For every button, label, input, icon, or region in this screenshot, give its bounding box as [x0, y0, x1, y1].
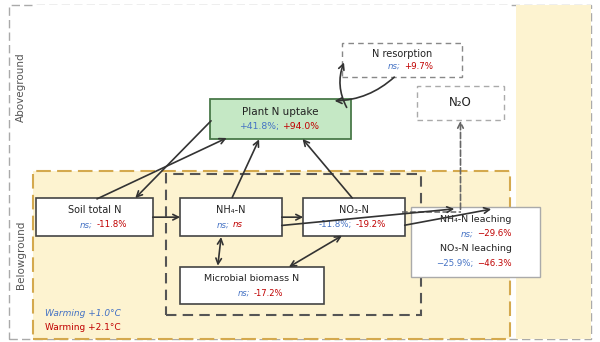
Text: Belowground: Belowground: [16, 221, 26, 289]
Text: −46.3%: −46.3%: [478, 259, 512, 268]
Text: +9.7%: +9.7%: [404, 62, 433, 71]
FancyBboxPatch shape: [342, 43, 462, 77]
FancyBboxPatch shape: [303, 198, 405, 236]
Text: ns;: ns;: [217, 220, 229, 229]
FancyBboxPatch shape: [210, 99, 351, 139]
Text: Warming +1.0°C: Warming +1.0°C: [45, 310, 121, 318]
FancyBboxPatch shape: [180, 198, 282, 236]
Text: Plant N uptake: Plant N uptake: [242, 107, 319, 117]
Text: N₂O: N₂O: [449, 96, 472, 109]
FancyBboxPatch shape: [417, 86, 504, 120]
FancyBboxPatch shape: [180, 267, 324, 304]
Text: −29.6%: −29.6%: [478, 229, 512, 238]
Text: -11.8%;: -11.8%;: [319, 220, 352, 229]
FancyBboxPatch shape: [33, 171, 510, 339]
Text: +41.8%;: +41.8%;: [239, 122, 278, 131]
Text: -11.8%: -11.8%: [96, 220, 127, 229]
Text: -19.2%: -19.2%: [356, 220, 386, 229]
Text: Soil total N: Soil total N: [68, 205, 121, 215]
FancyBboxPatch shape: [411, 207, 540, 277]
Text: N resorption: N resorption: [372, 49, 432, 59]
Text: Aboveground: Aboveground: [16, 52, 26, 122]
FancyBboxPatch shape: [36, 198, 153, 236]
Text: ns;: ns;: [461, 229, 474, 238]
FancyBboxPatch shape: [516, 5, 591, 339]
Text: ns;: ns;: [388, 62, 400, 71]
Text: ns: ns: [233, 220, 243, 229]
Text: Warming +2.1°C: Warming +2.1°C: [45, 323, 121, 332]
Text: NH₄-N: NH₄-N: [216, 205, 246, 215]
FancyBboxPatch shape: [33, 5, 510, 171]
Text: NO₃-N: NO₃-N: [339, 205, 369, 215]
Text: NH₄-N leaching: NH₄-N leaching: [440, 215, 511, 224]
Text: NO₃-N leaching: NO₃-N leaching: [440, 244, 511, 253]
Text: −25.9%;: −25.9%;: [436, 259, 474, 268]
Text: -17.2%: -17.2%: [254, 289, 283, 298]
Text: ns;: ns;: [238, 289, 250, 298]
Text: Microbial biomass N: Microbial biomass N: [205, 274, 299, 283]
Text: ns;: ns;: [80, 220, 93, 229]
Text: +94.0%: +94.0%: [283, 122, 319, 131]
